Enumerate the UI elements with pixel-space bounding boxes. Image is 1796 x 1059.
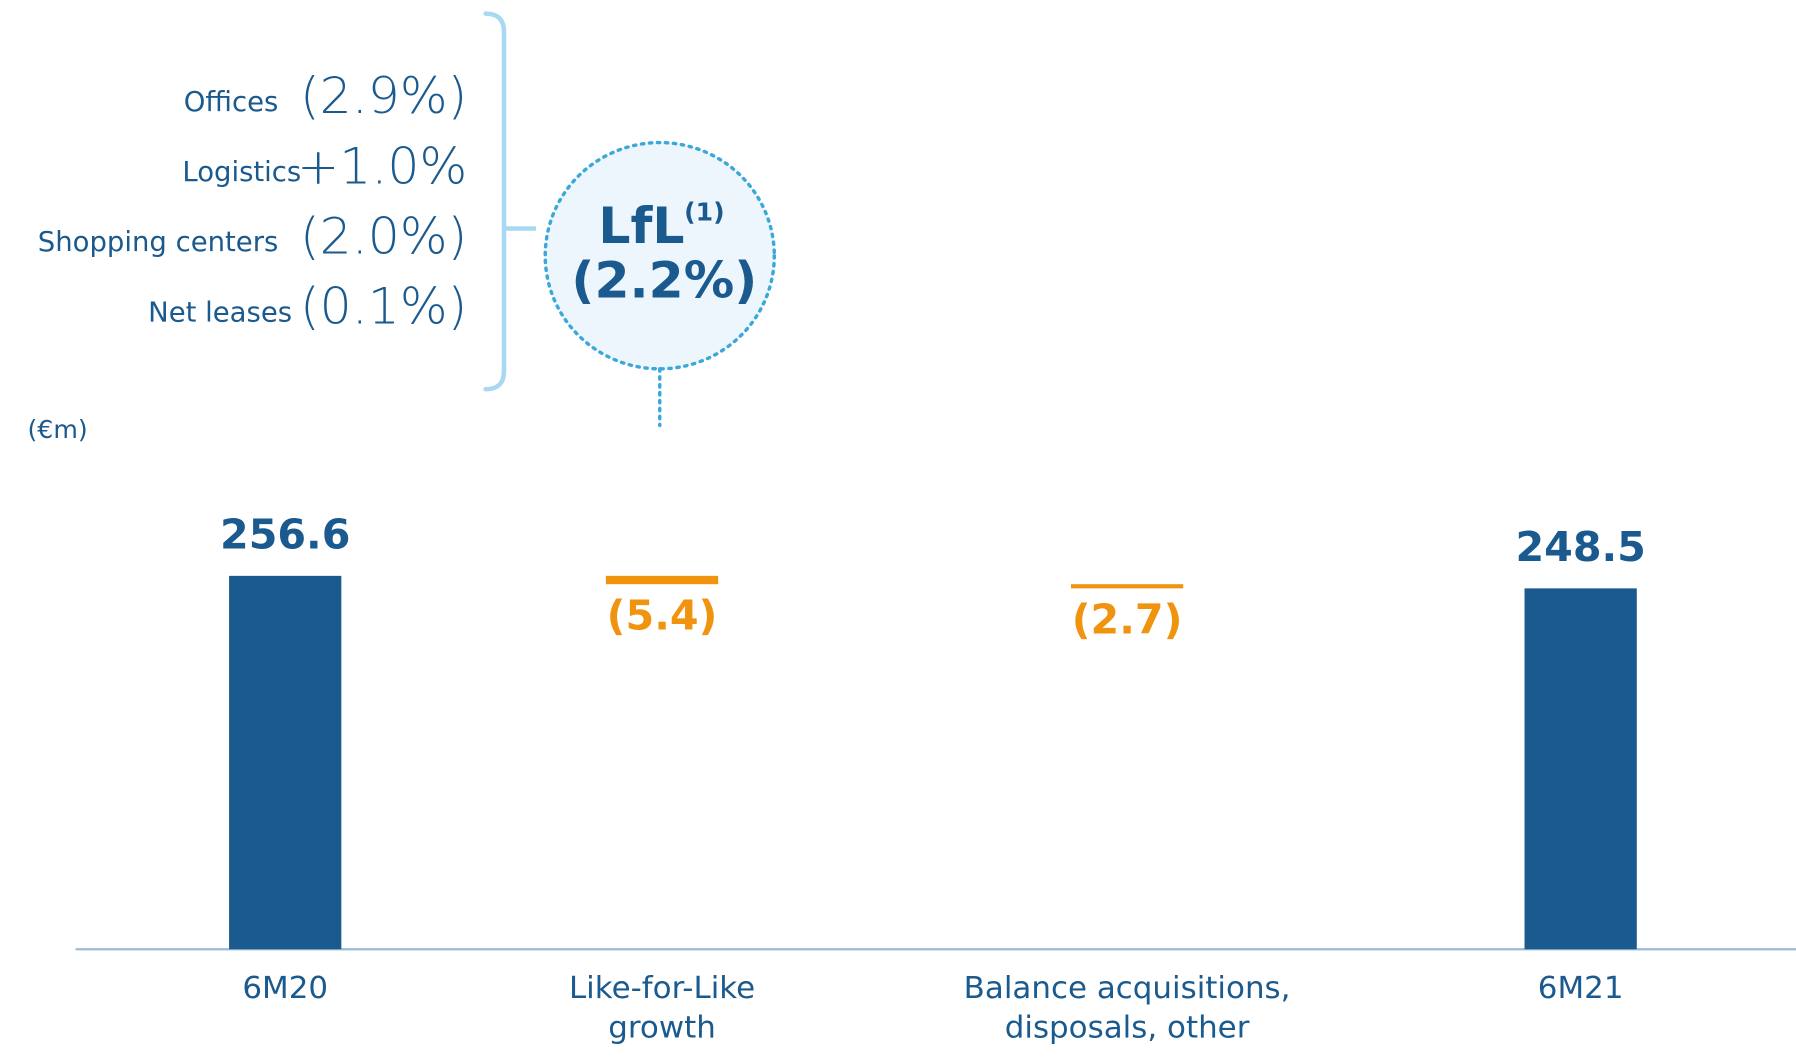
segment-name: Offices [184,87,279,118]
bar [1524,588,1637,950]
segment-value: (2.0%) [300,208,467,266]
segment-name: Shopping centers [38,227,279,258]
segment-value: (2.9%) [300,67,467,125]
x-tick-label: Balance acquisitions, disposals, other [963,970,1291,1046]
category-label-box: 6M21 [1537,970,1624,1006]
category-label-box: Balance acquisitions, disposals, other [963,970,1291,1046]
x-tick-label: Like-for-Like growth [568,970,756,1046]
value-label: (5.4) [607,592,718,640]
lfl-value: (2.2%) [571,252,757,310]
category-label-box: 6M20 [242,970,329,1006]
bracket [483,11,507,392]
lfl-label: LfL [598,198,684,256]
bar [605,575,719,585]
value-label: 248.5 [1515,523,1645,571]
segment-name: Logistics [182,157,301,188]
bar [1070,584,1184,589]
x-tick-label: 6M20 [242,970,329,1006]
segment-value: (0.1%) [300,278,467,336]
value-label: (2.7) [1072,596,1183,644]
bar [229,575,342,950]
lfl-note: (1) [684,198,725,227]
x-tick-label: 6M21 [1537,970,1624,1006]
value-label: 256.6 [220,511,350,559]
category-label-box: Like-for-Like growth [568,970,756,1046]
unit-label: (€m) [27,415,87,444]
segment-value: +1.0% [297,138,467,196]
segment-name: Net leases [148,297,292,328]
